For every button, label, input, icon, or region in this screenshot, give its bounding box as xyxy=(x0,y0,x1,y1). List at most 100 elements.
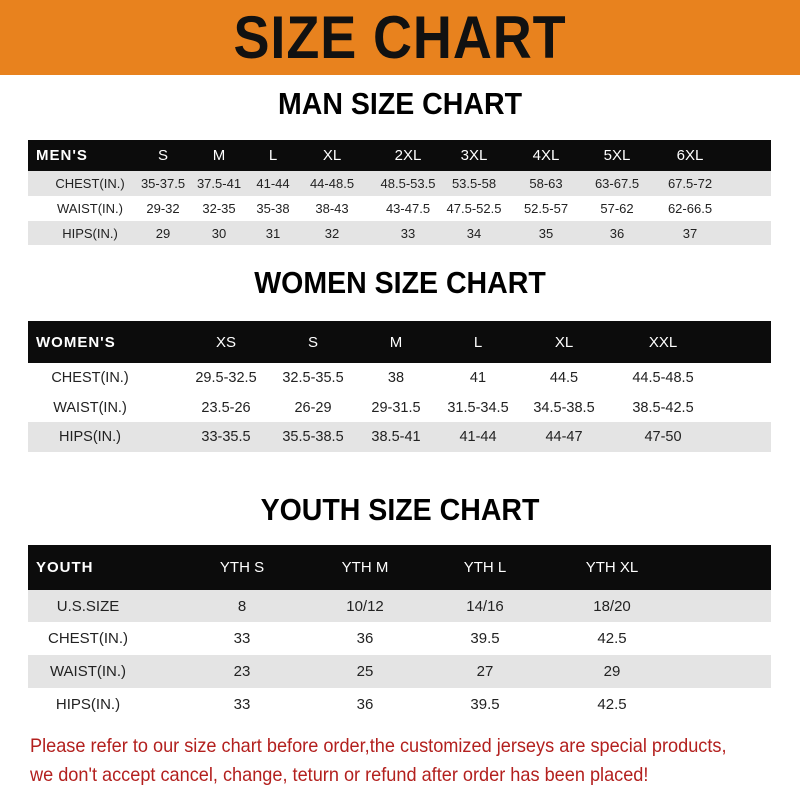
measurement-cell: 37 xyxy=(682,225,698,241)
measurement-cell: 29-31.5 xyxy=(371,399,421,416)
notice-line-1: Please refer to our size chart before or… xyxy=(30,735,727,757)
size-header-cell: M xyxy=(389,333,403,351)
youth-section-title: YOUTH SIZE CHART xyxy=(260,492,540,527)
measurement-cell: 14/16 xyxy=(466,597,504,615)
measurement-cell: 39.5 xyxy=(470,696,500,713)
measurement-cell: 36 xyxy=(356,696,374,713)
measurement-cell: 10/12 xyxy=(346,597,384,615)
measurement-cell: 32.5-35.5 xyxy=(282,370,344,386)
measurement-cell: 33 xyxy=(233,696,251,713)
size-header-cell: S xyxy=(157,147,169,164)
measurement-cell: 47.5-52.5 xyxy=(446,201,502,216)
table-row: HIPS(IN.) 33 36 39.5 42.5 xyxy=(28,688,771,721)
measurement-cell: 29 xyxy=(603,663,621,680)
measurement-cell: 47-50 xyxy=(644,429,682,445)
table-row: CHEST(IN.) 33 36 39.5 42.5 xyxy=(28,622,771,655)
measurement-cell: 57-62 xyxy=(600,201,634,216)
measurement-cell: 43-47.5 xyxy=(385,201,431,216)
size-header-cell: YTH XL xyxy=(585,559,639,576)
table-row: WAIST(IN.) 23 25 27 29 xyxy=(28,655,771,688)
measurement-cell: 34 xyxy=(466,225,482,241)
measurement-cell: 37.5-41 xyxy=(196,176,242,191)
row-label: CHEST(IN.) xyxy=(48,630,128,647)
measurement-cell: 41-44 xyxy=(459,429,497,445)
measurement-cell: 38-43 xyxy=(315,201,349,216)
youth-size-table: YOUTH YTH S YTH M YTH L YTH XL U.S.SIZE 8 10/12… xyxy=(28,545,771,721)
row-label: HIPS(IN.) xyxy=(55,696,121,713)
size-header-cell: YTH L xyxy=(463,559,507,576)
size-header-cell: 6XL xyxy=(676,147,704,164)
measurement-cell: 26-29 xyxy=(294,399,332,416)
measurement-cell: 35-37.5 xyxy=(140,176,186,191)
measurement-cell: 23 xyxy=(233,663,251,680)
measurement-cell: 33 xyxy=(400,225,416,241)
table-header-row: MEN'S S M L XL 2XL 3XL 4XL 5XL 6XL xyxy=(28,140,771,171)
measurement-cell: 33 xyxy=(233,630,251,647)
measurement-cell: 29 xyxy=(155,225,171,241)
size-header-cell: XXL xyxy=(648,333,678,351)
table-title-cell: MEN'S xyxy=(36,147,88,164)
row-label: U.S.SIZE xyxy=(56,597,120,615)
measurement-cell: 41 xyxy=(469,370,487,386)
table-row: CHEST(IN.) 29.5-32.5 32.5-35.5 38 41 44.5 44.5… xyxy=(28,363,771,393)
measurement-cell: 44.5 xyxy=(549,370,579,386)
measurement-cell: 41-44 xyxy=(256,176,290,191)
measurement-cell: 63-67.5 xyxy=(594,176,640,191)
measurement-cell: 31.5-34.5 xyxy=(447,399,509,416)
measurement-cell: 34.5-38.5 xyxy=(533,399,595,416)
measurement-cell: 23.5-26 xyxy=(201,399,251,416)
row-label: HIPS(IN.) xyxy=(58,429,122,445)
row-label: CHEST(IN.) xyxy=(55,176,125,191)
notice-line-2: we don't accept cancel, change, teturn o… xyxy=(30,764,649,786)
page-title: SIZE CHART xyxy=(233,4,567,71)
size-header-cell: XL xyxy=(322,147,342,164)
measurement-cell: 62-66.5 xyxy=(667,201,713,216)
measurement-cell: 30 xyxy=(211,225,227,241)
table-row: WAIST(IN.) 23.5-26 26-29 29-31.5 31.5-34.5 34… xyxy=(28,393,771,422)
measurement-cell: 52.5-57 xyxy=(523,201,569,216)
size-header-cell: YTH M xyxy=(341,559,389,576)
size-header-cell: YTH S xyxy=(219,559,265,576)
measurement-cell: 44-48.5 xyxy=(309,176,355,191)
size-header-cell: 4XL xyxy=(532,147,560,164)
measurement-cell: 44.5-48.5 xyxy=(632,370,694,386)
measurement-cell: 53.5-58 xyxy=(451,176,497,191)
size-header-cell: 2XL xyxy=(394,147,422,164)
measurement-cell: 29.5-32.5 xyxy=(195,370,257,386)
measurement-cell: 42.5 xyxy=(597,630,627,647)
row-label: WAIST(IN.) xyxy=(57,201,123,216)
size-header-cell: L xyxy=(268,147,278,164)
measurement-cell: 36 xyxy=(356,630,374,647)
measurement-cell: 32-35 xyxy=(202,201,236,216)
table-row: HIPS(IN.) 33-35.5 35.5-38.5 38.5-41 41-44 44-… xyxy=(28,422,771,452)
measurement-cell: 48.5-53.5 xyxy=(380,176,436,191)
table-header-row: WOMEN'S XS S M L XL XXL xyxy=(28,321,771,363)
men-section-title: MAN SIZE CHART xyxy=(277,86,523,121)
measurement-cell: 33-35.5 xyxy=(201,429,251,445)
size-header-cell: 3XL xyxy=(460,147,488,164)
measurement-cell: 31 xyxy=(265,225,281,241)
table-row: CHEST(IN.) 35-37.5 37.5-41 41-44 44-48.5 48.5… xyxy=(28,171,771,196)
measurement-cell: 25 xyxy=(356,663,374,680)
row-label: HIPS(IN.) xyxy=(62,225,118,241)
measurement-cell: 32 xyxy=(324,225,340,241)
table-row: HIPS(IN.) 29 30 31 32 33 34 35 36 37 xyxy=(28,221,771,245)
size-header-cell: XS xyxy=(215,333,237,351)
measurement-cell: 42.5 xyxy=(597,696,627,713)
measurement-cell: 44-47 xyxy=(545,429,583,445)
size-header-cell: L xyxy=(473,333,483,351)
measurement-cell: 58-63 xyxy=(529,176,563,191)
table-row: U.S.SIZE 8 10/12 14/16 18/20 xyxy=(28,590,771,622)
measurement-cell: 18/20 xyxy=(593,597,631,615)
measurement-cell: 8 xyxy=(237,597,247,615)
measurement-cell: 38.5-42.5 xyxy=(632,399,694,416)
measurement-cell: 36 xyxy=(609,225,625,241)
women-size-table: WOMEN'S XS S M L XL XXL CHEST(IN.) 29.5-32.5 32.5… xyxy=(28,321,771,452)
size-chart-banner: SIZE CHART xyxy=(0,0,800,75)
size-header-cell: M xyxy=(212,147,226,164)
measurement-cell: 38.5-41 xyxy=(371,429,421,445)
row-label: WAIST(IN.) xyxy=(49,663,127,680)
row-label: CHEST(IN.) xyxy=(51,370,129,386)
men-size-table: MEN'S S M L XL 2XL 3XL 4XL 5XL 6XL CHEST(IN.) 35-37… xyxy=(28,140,771,245)
size-header-cell: 5XL xyxy=(603,147,631,164)
